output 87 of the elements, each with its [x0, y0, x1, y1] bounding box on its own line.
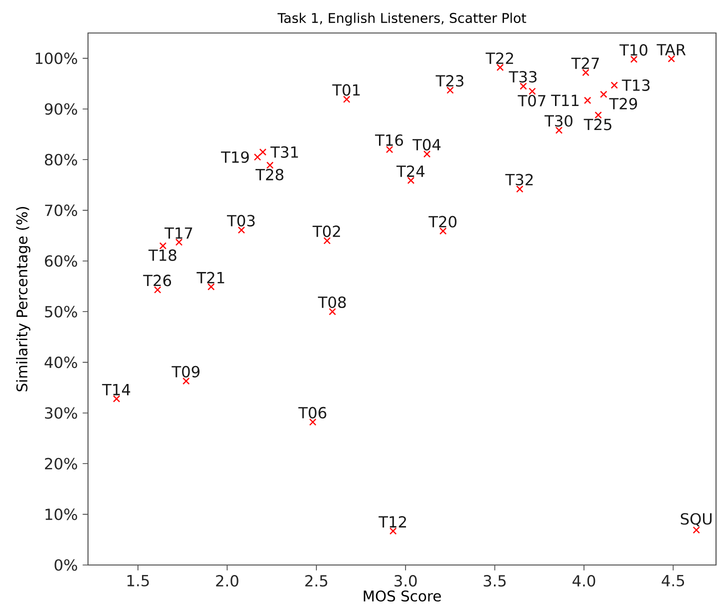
annotation: T30: [544, 115, 572, 127]
annotation: T25: [584, 118, 612, 130]
annotation: T24: [396, 165, 424, 177]
y-tick-label: 80%: [44, 154, 78, 166]
annotation: T16: [375, 134, 403, 146]
point: [692, 526, 700, 534]
point: [516, 185, 524, 193]
point: [528, 88, 536, 95]
point: [594, 111, 602, 119]
annotation: T17: [164, 227, 192, 239]
point: [386, 146, 394, 154]
point: [439, 227, 447, 235]
point: [423, 150, 431, 158]
x-tick-label: 3.5: [484, 575, 506, 587]
annotation: T22: [486, 52, 514, 64]
annotation: T13: [622, 79, 650, 91]
annotation: T27: [571, 58, 599, 69]
y-tick-label: 40%: [44, 356, 78, 368]
annotation: T12: [378, 516, 406, 528]
y-axis-title: Similarity Percentage (%): [16, 206, 30, 392]
x-tick-label: 1.5: [127, 575, 149, 586]
annotation: T03: [226, 214, 255, 226]
annotation: T06: [298, 406, 326, 418]
y-tick-label: 60%: [44, 255, 78, 267]
annotation: T23: [436, 75, 464, 87]
y-tick-label: 100%: [36, 52, 78, 64]
x-axis-title: MOS Score: [364, 590, 441, 602]
x-tick-label: 2.0: [216, 575, 238, 587]
point: [668, 55, 676, 62]
point: [496, 64, 504, 72]
point: [259, 148, 266, 156]
y-tick-label: 70%: [45, 204, 78, 216]
point: [323, 237, 331, 244]
point: [630, 56, 638, 63]
annotation: T07: [518, 94, 546, 106]
annotation: T33: [508, 70, 537, 83]
point: [582, 68, 590, 76]
point: [446, 86, 454, 94]
annotation: T31: [270, 146, 298, 158]
annotation: T09: [172, 366, 200, 378]
point: [600, 90, 608, 98]
x-tick-label: 3.0: [394, 575, 417, 587]
point: [254, 154, 262, 161]
point: [159, 242, 167, 250]
point: [584, 96, 592, 104]
point: [207, 283, 215, 290]
x-tick-label: 4.0: [572, 575, 596, 587]
point: [389, 527, 397, 535]
point: [175, 238, 183, 246]
annotation: SQU: [680, 513, 712, 526]
annotation: T02: [312, 226, 340, 238]
annotation: T08: [318, 296, 346, 308]
annotation: T14: [102, 384, 130, 396]
point: [309, 418, 316, 426]
annotation: T26: [143, 274, 172, 286]
y-tick-label: 50%: [45, 306, 78, 318]
annotation: T11: [551, 94, 579, 106]
x-tick-label: 4.5: [662, 575, 684, 586]
y-tick-label: 20%: [45, 458, 78, 470]
annotation: T28: [256, 168, 284, 180]
point: [520, 82, 527, 90]
x-tick-label: 2.5: [305, 575, 328, 587]
annotation: T29: [609, 98, 638, 110]
annotation: T01: [332, 84, 360, 96]
point: [343, 96, 350, 103]
point: [407, 176, 415, 184]
annotation: T18: [148, 249, 176, 261]
annotation: T21: [196, 272, 224, 284]
point: [266, 162, 274, 169]
point: [112, 395, 120, 402]
annotation: T20: [428, 216, 456, 228]
annotation: T32: [505, 174, 533, 186]
point: [238, 226, 246, 234]
y-tick-label: 30%: [45, 407, 78, 419]
point: [182, 377, 190, 385]
point: [610, 82, 618, 89]
point: [154, 286, 162, 294]
y-tick-label: 10%: [46, 508, 78, 520]
annotation: T04: [412, 138, 441, 150]
y-tick-label: 90%: [44, 103, 78, 115]
annotation: T19: [220, 151, 249, 163]
annotation: TAR: [656, 44, 686, 56]
y-tick-label: 0%: [54, 559, 78, 571]
chart-title: Task 1, English Listeners, Scatter Plot: [278, 12, 526, 26]
annotation: T10: [619, 44, 648, 56]
point: [328, 308, 336, 316]
point: [555, 126, 563, 134]
